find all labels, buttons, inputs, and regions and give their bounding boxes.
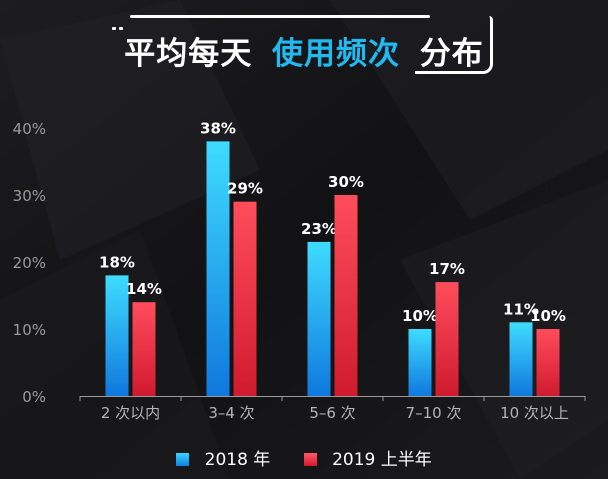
y-tick-label: 30% <box>13 187 46 205</box>
x-tick-label: 2 次以内 <box>101 404 160 422</box>
bar <box>105 275 129 396</box>
bar <box>307 241 331 396</box>
bar <box>509 322 533 396</box>
legend-label-2018: 2018 年 <box>204 450 271 470</box>
x-tick-label: 3–4 次 <box>208 404 254 422</box>
legend-label-2019: 2019 上半年 <box>332 450 432 470</box>
bar <box>435 282 459 396</box>
data-label: 10% <box>402 307 438 325</box>
bar <box>233 201 257 396</box>
data-label: 29% <box>227 180 263 198</box>
y-tick-label: 40% <box>13 120 46 138</box>
bar <box>536 329 560 396</box>
legend-item-2019: 2019 上半年 <box>303 445 432 470</box>
bar <box>132 302 156 396</box>
title-part-3: 分布 <box>419 36 484 72</box>
legend: 2018 年 2019 上半年 <box>0 445 608 470</box>
x-tick-label: 5–6 次 <box>309 404 355 422</box>
title-frame-dots <box>112 15 126 34</box>
x-tick-label: 10 次以上 <box>500 404 569 422</box>
legend-swatch-2018 <box>176 453 190 466</box>
data-label: 14% <box>126 280 162 298</box>
legend-item-2018: 2018 年 <box>176 445 270 470</box>
title-frame-top-line <box>130 15 430 18</box>
data-label: 17% <box>429 260 465 278</box>
data-label: 30% <box>328 173 364 191</box>
title-frame-bracket <box>415 16 493 74</box>
chart-title: 平均每天 使用频次 分布 <box>0 28 608 73</box>
title-part-1: 平均每天 <box>124 36 253 72</box>
y-tick-label: 20% <box>13 254 46 272</box>
data-label: 11% <box>503 300 539 318</box>
data-label: 18% <box>99 253 135 271</box>
data-label: 23% <box>301 220 337 238</box>
bar <box>206 141 230 396</box>
data-label: 10% <box>530 307 566 325</box>
title-part-2: 使用频次 <box>272 36 400 72</box>
data-label: 38% <box>200 119 236 137</box>
bar <box>334 195 358 396</box>
x-tick-label: 7–10 次 <box>406 404 462 422</box>
legend-swatch-2019 <box>303 453 317 466</box>
y-tick-label: 10% <box>13 321 46 339</box>
y-tick-label: 0% <box>22 388 46 406</box>
bar <box>408 329 432 396</box>
